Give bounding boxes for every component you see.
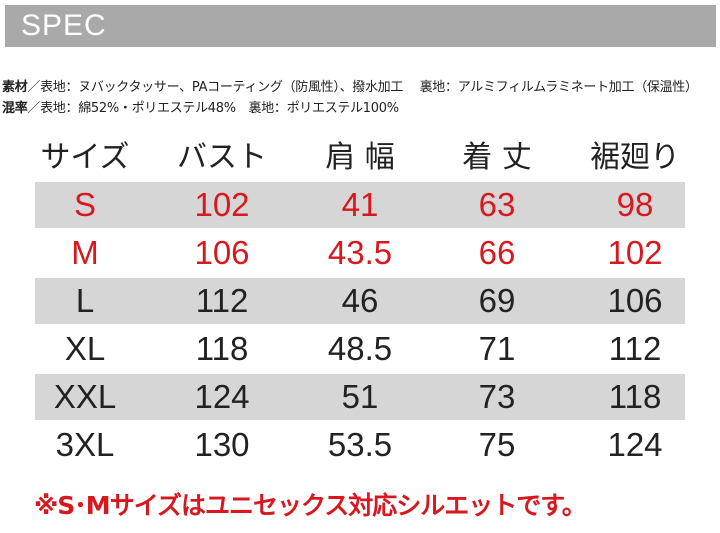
- material-label: 素材: [2, 80, 28, 95]
- value-cell: 46: [341, 282, 379, 319]
- value-cell: 69: [478, 282, 516, 319]
- material-text: ／表地：綿52%・ポリエステル48% 裏地：ポリエステル100%: [27, 101, 399, 116]
- header-cell: 肩 幅: [325, 140, 395, 175]
- header-cell: 着 丈: [462, 140, 532, 175]
- value-cell: 106: [607, 282, 663, 319]
- header-row: サイズ バスト 肩 幅 着 丈 裾廻り: [35, 135, 685, 181]
- footnote: ※S･Mサイズはユニセックス対応シルエットです。: [34, 491, 587, 520]
- value-cell: 48.5: [327, 330, 393, 367]
- header-cell: 裾廻り: [590, 140, 680, 175]
- table-row: 3XL 130 53.5 75 124: [35, 422, 685, 468]
- value-cell: 102: [607, 234, 663, 271]
- value-cell: 66: [478, 234, 516, 271]
- size-cell: M: [71, 234, 99, 271]
- size-cell: S: [73, 186, 96, 223]
- table-row: XXL 124 51 73 118: [35, 374, 685, 420]
- value-cell: 112: [195, 282, 249, 319]
- value-cell: 118: [195, 330, 249, 367]
- value-cell: 53.5: [327, 426, 393, 463]
- value-cell: 124: [607, 426, 663, 463]
- material-line: 素材／表地：ヌバックタッサー、PAコーティング（防風性）、撥水加工 裏地：アルミ…: [2, 76, 698, 95]
- value-cell: 102: [194, 186, 250, 223]
- table-row: M 106 43.5 66 102: [35, 230, 685, 276]
- header-title: SPEC: [21, 9, 107, 42]
- value-cell: 98: [616, 186, 654, 223]
- value-cell: 118: [608, 378, 662, 415]
- value-cell: 130: [194, 426, 250, 463]
- value-cell: 71: [478, 330, 516, 367]
- value-cell: 75: [478, 426, 516, 463]
- material-text: ／表地：ヌバックタッサー、PAコーティング（防風性）、撥水加工 裏地：アルミフィ…: [27, 80, 698, 95]
- value-cell: 51: [341, 378, 379, 415]
- size-cell: L: [75, 282, 95, 319]
- header-bar: SPEC: [5, 5, 716, 47]
- value-cell: 106: [194, 234, 250, 271]
- table-row: S 102 41 63 98: [35, 182, 685, 228]
- value-cell: 73: [478, 378, 516, 415]
- value-cell: 43.5: [327, 234, 393, 271]
- size-cell: XXL: [53, 378, 117, 415]
- header-cell: バスト: [177, 140, 267, 175]
- value-cell: 124: [194, 378, 250, 415]
- material-label: 混率: [2, 101, 28, 116]
- size-cell: XL: [64, 330, 106, 367]
- value-cell: 41: [341, 186, 379, 223]
- table-row: XL 118 48.5 71 112: [35, 326, 685, 372]
- header-cell: サイズ: [40, 140, 130, 175]
- material-line: 混率／表地：綿52%・ポリエステル48% 裏地：ポリエステル100%: [2, 97, 399, 116]
- table-row: L 112 46 69 106: [35, 278, 685, 324]
- size-cell: 3XL: [55, 426, 115, 463]
- value-cell: 112: [608, 330, 662, 367]
- value-cell: 63: [478, 186, 516, 223]
